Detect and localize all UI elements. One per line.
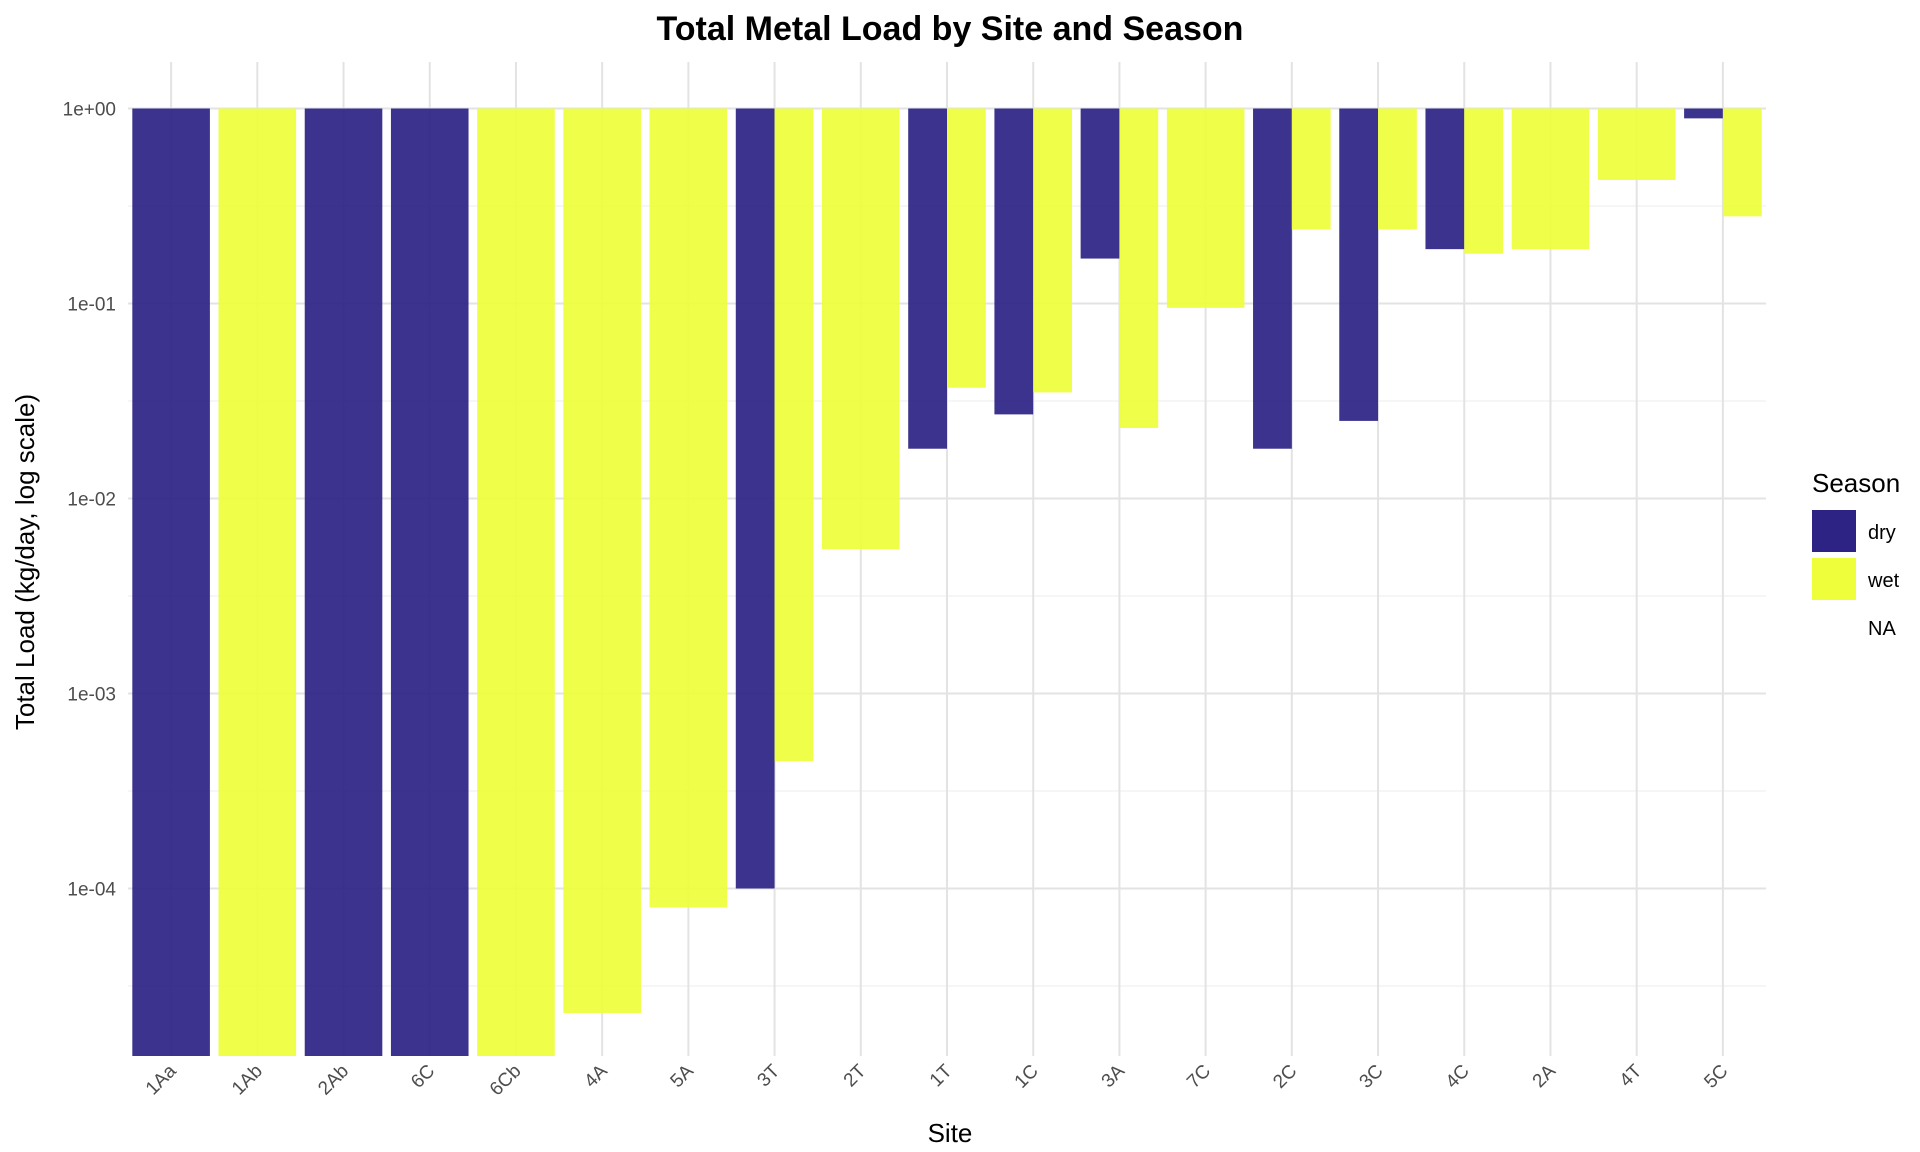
x-tick-label: 7C (1183, 1061, 1215, 1093)
y-tick-label: 1e-02 (67, 490, 116, 511)
legend-label-NA: NA (1868, 618, 1896, 640)
x-tick-label: 1Aa (142, 1060, 181, 1099)
bar-wet-5C (1722, 108, 1762, 217)
x-tick-label: 4C (1442, 1061, 1474, 1093)
x-tick-label: 5C (1700, 1061, 1732, 1093)
x-tick-label: 1T (926, 1060, 957, 1091)
bar-dry-4C (1425, 108, 1465, 250)
x-tick-label: 2A (1529, 1060, 1561, 1092)
y-axis-title: Total Load (kg/day, log scale) (10, 394, 40, 730)
bar-dry-1C (994, 108, 1034, 415)
x-tick-label: 1C (1011, 1061, 1043, 1093)
bar-wet-4T (1597, 108, 1676, 180)
legend-label-wet: wet (1867, 570, 1900, 592)
x-tick-label: 1Ab (228, 1061, 267, 1100)
y-tick-label: 1e-01 (67, 295, 116, 316)
legend: Season dry wet NA (1812, 468, 1900, 640)
bar-dry-2C (1253, 108, 1292, 449)
legend-label-dry: dry (1868, 522, 1896, 544)
x-tick-label: 6C (407, 1061, 439, 1093)
x-tick-label: 2C (1269, 1061, 1301, 1093)
y-tick-label: 1e-03 (67, 685, 116, 706)
bar-dry-6C (390, 108, 469, 1056)
legend-key-dry (1812, 510, 1856, 552)
x-tick-label: 2Ab (314, 1061, 353, 1100)
x-tick-label: 4T (1616, 1060, 1647, 1091)
bar-wet-3A (1119, 108, 1159, 428)
chart-title: Total Metal Load by Site and Season (657, 10, 1244, 48)
legend-key-wet (1812, 558, 1856, 600)
bar-wet-4C (1464, 108, 1504, 254)
bar-dry-3A (1080, 108, 1120, 259)
x-tick-label: 5A (667, 1060, 699, 1092)
bar-wet-1T (947, 108, 986, 388)
bar-dry-3C (1339, 108, 1379, 421)
bar-wet-4A (563, 108, 641, 1013)
bar-wet-2T (821, 108, 900, 550)
bar-wet-2A (1511, 108, 1590, 250)
bar-wet-1C (1033, 108, 1073, 393)
bar-wet-2C (1291, 108, 1331, 230)
x-tick-label: 6Cb (486, 1061, 525, 1100)
bar-dry-3T (735, 108, 775, 889)
bar-wet-6Cb (477, 108, 555, 1056)
x-tick-label: 3C (1356, 1061, 1388, 1093)
x-axis-title: Site (928, 1118, 973, 1148)
x-tick-label: 4A (580, 1060, 612, 1092)
x-tick-label: 2T (840, 1060, 871, 1091)
legend-title: Season (1812, 468, 1900, 498)
x-tick-label: 3A (1098, 1060, 1130, 1092)
bar-dry-2Ab (304, 108, 383, 1056)
bar-dry-1Aa (132, 108, 210, 1056)
y-tick-label: 1e+00 (63, 100, 116, 121)
bar-wet-1Ab (218, 108, 297, 1056)
y-tick-label: 1e-04 (67, 880, 116, 901)
bar-wet-3C (1378, 108, 1417, 230)
bar-wet-7C (1166, 108, 1245, 308)
bar-wet-5A (649, 108, 728, 908)
bars (132, 108, 1762, 1056)
bar-dry-1T (908, 108, 947, 449)
x-tick-label: 3T (754, 1060, 785, 1091)
bar-dry-5C (1684, 108, 1723, 119)
bar-wet-3T (774, 108, 814, 762)
